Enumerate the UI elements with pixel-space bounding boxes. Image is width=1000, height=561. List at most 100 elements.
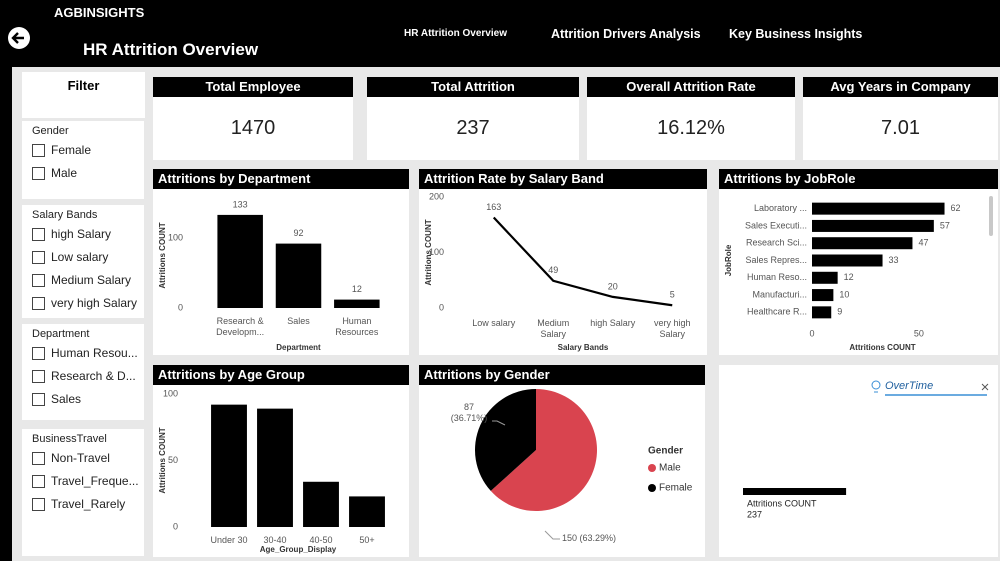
- filter-group-title: Gender: [32, 125, 69, 137]
- filter-title: Filter: [22, 72, 145, 118]
- x-tick-label: Medium Salary: [537, 318, 570, 339]
- filter-option[interactable]: Sales: [51, 392, 82, 406]
- data-label: 10: [839, 289, 849, 299]
- filter-option[interactable]: Medium Salary: [51, 273, 132, 287]
- header-bar: AGBINSIGHTS HR Attrition Overview HR Att…: [0, 0, 1000, 67]
- data-label: 133: [233, 199, 248, 209]
- field-filter: OverTime: [885, 380, 933, 392]
- filter-option[interactable]: Travel_Rarely: [51, 497, 126, 511]
- filter-option[interactable]: Human Resou...: [51, 346, 138, 360]
- checkbox[interactable]: [32, 393, 45, 406]
- chart-plot: Gender Male Female: [475, 389, 693, 540]
- bar: [211, 404, 247, 527]
- chart-plot: 0 100 200 163 49 20 5 Attritions COUNT: [424, 191, 675, 312]
- data-label: 47: [918, 238, 928, 248]
- x-tick-label: Research & Developm...: [216, 316, 265, 337]
- chart-title: Attritions by Department: [153, 169, 409, 189]
- checkbox[interactable]: [32, 452, 45, 465]
- x-tick-label: very high Salary: [653, 318, 691, 339]
- x-tick-label: 40-50: [309, 535, 333, 545]
- leader-line: [544, 530, 560, 540]
- filter-option[interactable]: very high Salary: [51, 296, 138, 310]
- nav-item[interactable]: Attrition Drivers Analysis: [551, 27, 701, 41]
- checkbox[interactable]: [32, 347, 45, 360]
- checkbox[interactable]: [32, 228, 45, 241]
- chart-plot: 0 50 62 Laboratory ... 57 Sales Executi... 47 R…: [724, 196, 993, 338]
- y-tick-label: 100: [429, 247, 444, 257]
- checkbox[interactable]: [32, 274, 45, 287]
- bar: [275, 243, 322, 308]
- y-tick-label: 0: [439, 302, 444, 312]
- x-tick-label: 30-40: [263, 535, 287, 545]
- x-axis-title: Department: [276, 343, 321, 352]
- data-label: 9: [837, 307, 842, 317]
- x-axis-title: Attritions COUNT: [849, 343, 916, 352]
- checkbox[interactable]: [32, 498, 45, 511]
- bar: [812, 289, 834, 302]
- back-button[interactable]: [6, 25, 32, 51]
- data-label: 87 (36.71%): [450, 402, 488, 423]
- chart-card: 0 100 133 92 12 Attritions COUNT Research & De…: [153, 169, 409, 355]
- bar: [217, 214, 263, 308]
- chart-card: Gender Male Female 150 (63.29%) 87 (36.71%) A…: [419, 365, 705, 557]
- line: [492, 216, 673, 307]
- kpi-value: 237: [456, 117, 490, 139]
- x-tick-label: 50+: [359, 535, 375, 545]
- chart-title: Attritions by Gender: [419, 365, 705, 385]
- leader-line: [492, 420, 506, 426]
- y-axis-title: Attritions COUNT: [158, 222, 167, 288]
- legend-label: Male: [659, 463, 681, 474]
- data-label: 92: [293, 228, 303, 238]
- data-label: 5: [670, 290, 675, 300]
- data-label: 33: [889, 255, 899, 265]
- checkbox[interactable]: [32, 144, 45, 157]
- bar: [812, 219, 934, 232]
- y-tick-label: Sales Executi...: [745, 220, 807, 230]
- chart-title: Attritions by JobRole: [719, 169, 998, 189]
- chart-card: 0 50 62 Laboratory ... 57 Sales Executi... 47 R…: [719, 169, 998, 355]
- side-strip: [0, 67, 12, 561]
- filter-option[interactable]: Low salary: [51, 250, 109, 264]
- icon-part: [871, 380, 881, 390]
- filter-group-title: Department: [32, 328, 90, 340]
- filter-option[interactable]: Male: [51, 166, 78, 180]
- kpi-card: Avg Years in Company 7.01: [803, 77, 998, 160]
- bar: [812, 271, 838, 284]
- y-tick-label: 100: [168, 232, 183, 242]
- filter-option[interactable]: Non-Travel: [51, 451, 110, 465]
- x-tick-label: Under 30: [210, 535, 248, 545]
- data-label: 20: [608, 281, 618, 291]
- filter-option[interactable]: Female: [51, 143, 92, 157]
- chart-card: 0 50 100 Attritions COUNT Under 30 30-40 40-50…: [153, 365, 409, 557]
- checkbox[interactable]: [32, 475, 45, 488]
- checkbox[interactable]: [32, 370, 45, 383]
- kpi-label: Avg Years in Company: [803, 77, 998, 97]
- bar: [812, 202, 945, 215]
- y-tick-label: Manufacturi...: [752, 289, 807, 299]
- filter-option[interactable]: Travel_Freque...: [51, 474, 139, 488]
- y-tick-label: 0: [173, 521, 178, 531]
- y-axis-title: Attritions COUNT: [424, 219, 433, 285]
- bar: [303, 481, 339, 527]
- filter-option[interactable]: Research & D...: [51, 369, 136, 383]
- nav-item[interactable]: HR Attrition Overview: [404, 28, 507, 39]
- legend-swatch: [648, 484, 656, 492]
- data-label: 12: [844, 272, 854, 282]
- y-tick-label: 50: [168, 455, 178, 465]
- filter-option[interactable]: high Salary: [51, 227, 112, 241]
- chart-plot: 0 50 100 Attritions COUNT: [158, 388, 385, 531]
- checkbox[interactable]: [32, 251, 45, 264]
- checkbox[interactable]: [32, 297, 45, 310]
- kpi-value: 7.01: [881, 117, 920, 139]
- nav-item[interactable]: Key Business Insights: [729, 27, 863, 41]
- checkbox[interactable]: [32, 167, 45, 180]
- filter-group-title: Salary Bands: [32, 209, 98, 221]
- legend-swatch: [648, 464, 656, 472]
- close-button[interactable]: [981, 383, 989, 391]
- data-label: 49: [548, 265, 558, 275]
- lightbulb-icon: [871, 380, 881, 393]
- x-tick-label: 50: [914, 328, 924, 338]
- icon-part: [981, 383, 989, 391]
- pie-slice: [475, 389, 536, 491]
- pie-slice: [490, 389, 597, 511]
